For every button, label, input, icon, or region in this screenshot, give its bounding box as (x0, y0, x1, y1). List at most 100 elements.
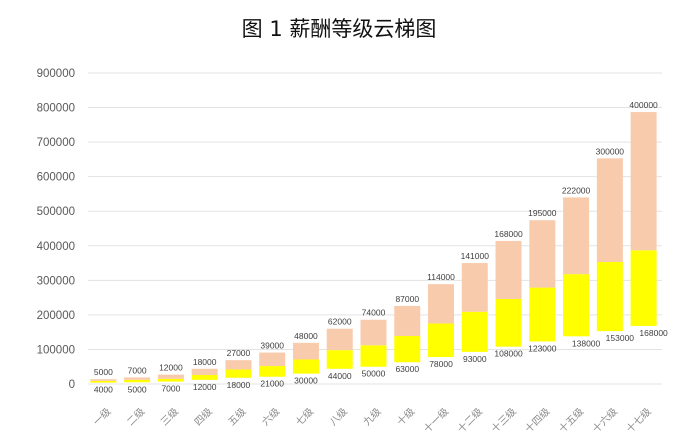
top-data-label: 195000 (528, 208, 557, 218)
bar-yellow-segment (394, 335, 421, 363)
bar-yellow-segment (259, 366, 286, 377)
y-axis-ticks: 0 100000 200000 300000 400000 500000 600000 700… (37, 68, 75, 391)
top-data-label: 62000 (328, 317, 352, 327)
bar-peach-segment (225, 360, 252, 370)
y-tick-label: 900000 (37, 68, 75, 80)
y-tick-label: 800000 (37, 103, 75, 115)
x-tick-label: 十级 (394, 405, 417, 428)
bottom-data-label: 30000 (294, 376, 318, 386)
chart-title: 图 1 薪酬等级云梯图 (242, 17, 437, 41)
bar-peach-segment (259, 352, 286, 367)
top-data-label: 87000 (395, 294, 419, 304)
bar-yellow-segment (360, 345, 387, 367)
bar-peach-segment (326, 328, 353, 351)
y-tick-label: 0 (69, 379, 75, 391)
top-data-label: 300000 (596, 146, 625, 156)
bar-peach-segment (360, 319, 387, 346)
y-tick-label: 100000 (37, 344, 75, 356)
bottom-data-label: 138000 (572, 338, 601, 348)
bar-peach-segment (124, 377, 151, 380)
bottom-data-label: 78000 (429, 359, 453, 369)
x-tick-label: 十五级 (556, 405, 586, 432)
y-tick-label: 500000 (37, 206, 75, 218)
x-tick-label: 十七级 (623, 405, 653, 432)
bar-yellow-segment (225, 369, 252, 378)
bottom-data-label: 168000 (639, 328, 668, 338)
top-data-label: 400000 (629, 100, 658, 110)
x-tick-label: 十二级 (455, 405, 485, 432)
bar-yellow-segment (563, 274, 590, 337)
x-tick-label: 十六级 (590, 405, 620, 432)
top-data-label: 5000 (94, 367, 113, 377)
bottom-data-label: 4000 (94, 385, 113, 395)
bar-peach-segment (292, 342, 319, 360)
bar-peach-segment (428, 284, 455, 324)
bar-yellow-segment (326, 350, 353, 369)
x-axis-ticks: 一级 二级 三级 四级 五级 六级 七级 八级 九级 十级 十一级 十二级 十三级 十四级 十五级 十六级 十七… (91, 405, 654, 432)
bar-peach-segment (630, 112, 657, 251)
bar-yellow-segment (292, 359, 319, 374)
bar-peach-segment (461, 263, 488, 312)
y-tick-label: 200000 (37, 310, 75, 322)
x-tick-label: 二级 (125, 406, 148, 429)
bar-peach-segment (191, 368, 218, 376)
x-tick-label: 四级 (192, 406, 215, 429)
bar-yellow-segment (461, 311, 488, 352)
bar-yellow-segment (191, 375, 218, 380)
gridlines (88, 72, 662, 385)
top-data-label: 222000 (562, 185, 591, 195)
top-data-label: 168000 (494, 229, 523, 239)
top-data-label: 39000 (260, 341, 284, 351)
top-data-label: 7000 (128, 365, 147, 375)
bar-yellow-segment (428, 323, 455, 358)
x-tick-label: 九级 (361, 406, 384, 429)
top-data-label: 114000 (427, 272, 455, 282)
data-labels: 5000 4000 7000 5000 12000 7000 18000 12000 27000… (94, 100, 668, 395)
top-data-label: 18000 (193, 357, 217, 367)
bottom-data-label: 93000 (463, 354, 487, 364)
top-data-label: 27000 (227, 348, 251, 358)
x-tick-label: 一级 (91, 406, 114, 429)
bottom-data-label: 12000 (193, 382, 217, 392)
x-tick-label: 三级 (158, 406, 181, 429)
bottom-data-label: 5000 (128, 384, 147, 394)
x-tick-label: 八级 (327, 406, 350, 429)
y-tick-label: 700000 (37, 137, 75, 149)
y-tick-label: 300000 (37, 275, 75, 287)
top-data-label: 48000 (294, 331, 318, 341)
x-tick-label: 七级 (293, 406, 316, 429)
x-tick-label: 十四级 (522, 405, 552, 432)
bar-peach-segment (563, 197, 590, 275)
bar-peach-segment (157, 374, 184, 379)
x-tick-label: 十一级 (421, 405, 451, 432)
bar-peach-segment (90, 379, 117, 381)
bar-peach-segment (495, 240, 522, 299)
bottom-data-label: 63000 (395, 364, 419, 374)
x-tick-label: 六级 (260, 406, 283, 429)
y-tick-label: 600000 (37, 172, 75, 184)
bottom-data-label: 153000 (606, 333, 635, 343)
bar-peach-segment (529, 220, 556, 288)
bar-peach-segment (394, 305, 421, 336)
bottom-data-label: 7000 (161, 384, 180, 394)
bottom-data-label: 50000 (362, 369, 386, 379)
top-data-label: 141000 (461, 251, 490, 261)
bar-yellow-segment (630, 250, 657, 326)
top-data-label: 74000 (362, 308, 386, 318)
bottom-data-label: 123000 (528, 343, 557, 353)
bottom-data-label: 44000 (328, 371, 352, 381)
x-tick-label: 五级 (226, 406, 249, 429)
bar-yellow-segment (157, 378, 184, 382)
bar-yellow-segment (596, 262, 623, 332)
bottom-data-label: 18000 (227, 380, 251, 390)
y-tick-label: 400000 (37, 241, 75, 253)
bar-peach-segment (596, 158, 623, 263)
bottom-data-label: 108000 (494, 349, 523, 359)
bar-yellow-segment (124, 379, 151, 383)
x-tick-label: 十三级 (488, 405, 518, 432)
bars (90, 112, 657, 383)
top-data-label: 12000 (159, 363, 183, 373)
bar-yellow-segment (529, 287, 556, 342)
bar-yellow-segment (90, 380, 117, 383)
